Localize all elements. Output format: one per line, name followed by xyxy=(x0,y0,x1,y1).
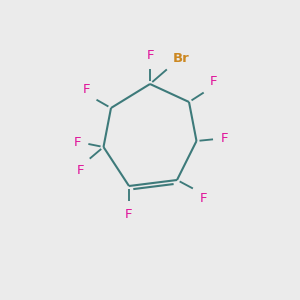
Text: F: F xyxy=(82,83,90,96)
Text: F: F xyxy=(200,192,207,205)
Text: F: F xyxy=(146,49,154,62)
Text: Br: Br xyxy=(172,52,189,64)
Text: F: F xyxy=(76,164,84,176)
Text: F: F xyxy=(125,208,133,221)
Text: F: F xyxy=(220,132,228,145)
Text: F: F xyxy=(74,136,81,149)
Text: F: F xyxy=(210,76,218,88)
